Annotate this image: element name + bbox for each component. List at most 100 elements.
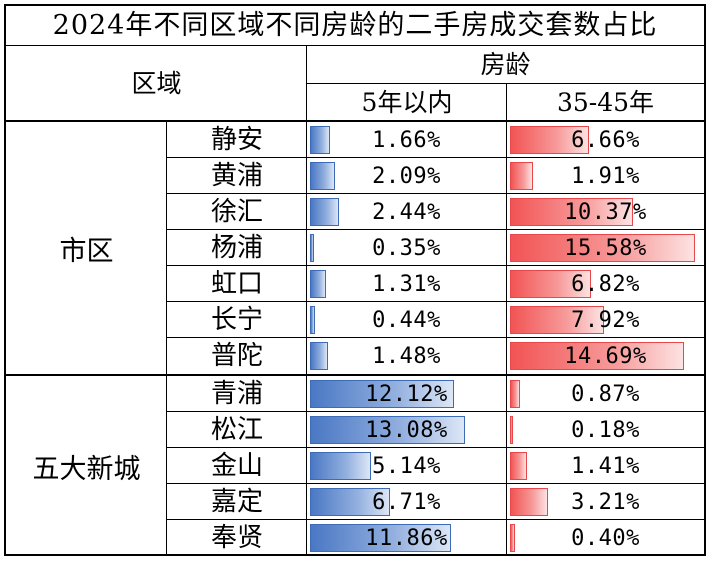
bar-5yr [310,524,451,552]
bar-35-45yr-cell: 0.87% [507,376,704,412]
bar-35-45yr-cell: 14.69% [507,338,704,374]
district-name: 徐汇 [210,197,263,227]
row-divider [167,447,704,448]
bar-5yr [310,198,339,226]
bar-35-45yr-cell: 6.66% [507,122,704,158]
district-name: 金山 [210,451,263,481]
district-name: 普陀 [210,341,263,371]
bar-35-45yr-cell: 0.40% [507,520,704,556]
bar-5yr [310,162,335,190]
region-group-label: 市区 [59,235,114,267]
bar-35-45yr [510,126,590,154]
bar-35-45yr [510,234,695,262]
table-title: 2024年不同区域不同房龄的二手房成交套数占比 [6,6,704,46]
row-divider [167,337,704,338]
row-divider [167,229,704,230]
bar-5yr-value: 2.44% [372,200,441,225]
row-divider [167,411,704,412]
bar-35-45yr-value: 0.18% [571,418,640,443]
bar-35-45yr-cell: 15.58% [507,230,704,266]
bar-5yr [310,452,372,480]
bar-5yr-cell: 12.12% [307,376,506,412]
header-bottom-line [6,120,704,122]
bar-35-45yr [510,342,685,370]
bar-35-45yr-value: 0.40% [571,526,640,551]
age-group-header: 房龄 [480,50,531,79]
bar-35-45yr-cell: 10.37% [507,194,704,230]
row-divider [167,265,704,266]
bar-5yr [310,488,390,516]
bar-35-45yr-cell: 1.91% [507,158,704,194]
bar-35-45yr-value: 1.41% [571,454,640,479]
bar-5yr-cell: 2.09% [307,158,506,194]
bar-35-45yr-value: 3.21% [571,490,640,515]
bar-5yr-cell: 1.48% [307,338,506,374]
row-divider [167,301,704,302]
bar-5yr-cell: 1.31% [307,266,506,302]
bar-5yr-cell: 0.35% [307,230,506,266]
bar-5yr [310,306,316,334]
col-5yr-header: 5年以内 [361,88,453,117]
bar-35-45yr [510,416,513,444]
row-divider [167,157,704,158]
bar-35-45yr-value: 7.92% [571,308,640,333]
region-header: 区域 [131,69,182,98]
row-divider [167,519,704,520]
bar-35-45yr [510,524,515,552]
district-name: 嘉定 [210,487,263,517]
district-name: 虹口 [210,269,263,299]
bar-5yr-value: 13.08% [365,418,448,443]
bar-5yr [310,416,466,444]
bar-5yr [310,380,454,408]
group-vline [166,122,167,554]
col-35-45yr-header: 35-45年 [556,88,655,117]
bar-5yr-value: 1.66% [372,128,441,153]
row-divider [167,193,704,194]
bar-5yr [310,234,315,262]
bar-35-45yr-value: 6.82% [571,272,640,297]
bar-35-45yr-value: 15.58% [564,236,647,261]
bar-35-45yr [510,306,605,334]
bar-35-45yr-cell: 7.92% [507,302,704,338]
bar-35-45yr-cell: 0.18% [507,412,704,448]
district-name: 杨浦 [210,233,263,263]
bar-35-45yr [510,198,634,226]
bar-5yr-value: 5.14% [372,454,441,479]
bar-35-45yr [510,380,521,408]
bar-5yr-cell: 1.66% [307,122,506,158]
bar-5yr-value: 1.48% [372,344,441,369]
header-col-vline [506,84,507,554]
district-name: 黄浦 [210,161,263,191]
bar-35-45yr-value: 6.66% [571,128,640,153]
bar-35-45yr [510,488,549,516]
bar-5yr-cell: 6.71% [307,484,506,520]
bar-5yr [310,342,328,370]
district-name: 松江 [210,415,263,445]
bar-35-45yr-cell: 6.82% [507,266,704,302]
bar-5yr-value: 1.31% [372,272,441,297]
bar-5yr-cell: 11.86% [307,520,506,556]
bar-35-45yr-cell: 3.21% [507,484,704,520]
bar-5yr-value: 0.35% [372,236,441,261]
header-hline-mid [307,83,704,84]
bar-5yr [310,270,326,298]
region-group-label: 五大新城 [32,453,141,485]
data-table: 2024年不同区域不同房龄的二手房成交套数占比 区域 房龄 5年以内 35-45… [4,4,706,556]
district-vline [306,122,307,554]
group-divider [6,374,704,376]
bar-5yr-value: 11.86% [365,526,448,551]
bar-35-45yr-value: 1.91% [571,164,640,189]
district-name: 青浦 [210,379,263,409]
bar-5yr [310,126,330,154]
header-vline [306,46,307,121]
bar-5yr-cell: 0.44% [307,302,506,338]
bar-35-45yr-value: 0.87% [571,382,640,407]
bar-5yr-cell: 5.14% [307,448,506,484]
bar-5yr-value: 12.12% [365,382,448,407]
district-name: 静安 [210,125,263,155]
bar-35-45yr-value: 14.69% [564,344,647,369]
bar-5yr-cell: 2.44% [307,194,506,230]
bar-35-45yr-cell: 1.41% [507,448,704,484]
bar-35-45yr [510,452,527,480]
bar-35-45yr [510,270,591,298]
